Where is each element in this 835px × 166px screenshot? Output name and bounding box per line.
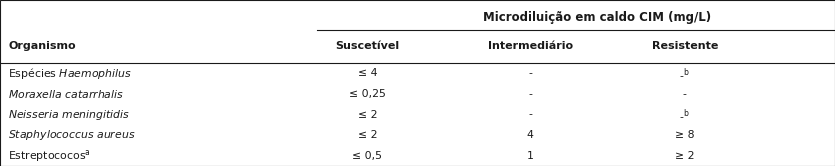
Text: Organismo: Organismo: [8, 42, 76, 51]
Text: ≤ 2: ≤ 2: [357, 130, 377, 140]
Text: -: -: [529, 89, 532, 99]
Text: Espécies $\mathit{Haemophilus}$: Espécies $\mathit{Haemophilus}$: [8, 66, 132, 81]
Text: Microdiluição em caldo CIM (mg/L): Microdiluição em caldo CIM (mg/L): [483, 11, 711, 24]
Text: $\mathit{Moraxella\ catarrhalis}$: $\mathit{Moraxella\ catarrhalis}$: [8, 88, 124, 100]
Text: 1: 1: [527, 151, 534, 161]
Text: ≤ 0,25: ≤ 0,25: [349, 89, 386, 99]
Text: -: -: [683, 89, 686, 99]
Text: Resistente: Resistente: [651, 42, 718, 51]
Text: $\mathit{Neisseria\ meningitidis}$: $\mathit{Neisseria\ meningitidis}$: [8, 108, 130, 122]
Text: ≥ 8: ≥ 8: [675, 130, 695, 140]
Text: 4: 4: [527, 130, 534, 140]
Text: -: -: [529, 68, 532, 78]
Text: ≤ 4: ≤ 4: [357, 68, 377, 78]
Text: -$^\mathrm{b}$: -$^\mathrm{b}$: [680, 108, 690, 121]
Text: $\mathit{Staphylococcus\ aureus}$: $\mathit{Staphylococcus\ aureus}$: [8, 128, 136, 142]
Text: Intermediário: Intermediário: [488, 42, 573, 51]
Text: -$^\mathrm{b}$: -$^\mathrm{b}$: [680, 67, 690, 80]
Text: -: -: [529, 110, 532, 120]
Text: Suscetível: Suscetível: [336, 42, 399, 51]
Text: ≤ 0,5: ≤ 0,5: [352, 151, 382, 161]
Text: Estreptococos$^\mathrm{a}$: Estreptococos$^\mathrm{a}$: [8, 148, 91, 164]
Text: ≤ 2: ≤ 2: [357, 110, 377, 120]
Text: ≥ 2: ≥ 2: [675, 151, 695, 161]
